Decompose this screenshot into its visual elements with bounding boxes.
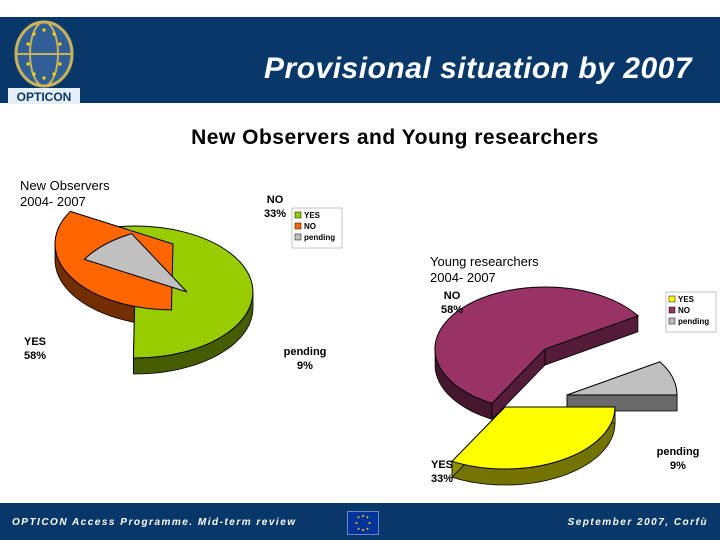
pie-chart-1: YES 58% NO 33% pending 9% YES NO pending xyxy=(24,194,343,375)
legend-label-no: NO xyxy=(304,222,316,231)
chart1-title-line2: 2004- 2007 xyxy=(20,194,86,209)
slide-subtitle: New Observers and Young researchers xyxy=(191,126,599,149)
slice-value-pending: 9% xyxy=(670,460,686,472)
pie-slice-pending xyxy=(83,233,188,293)
legend-label-pending: pending xyxy=(678,317,709,326)
slice-value-no: 58% xyxy=(441,304,463,316)
legend-label-pending: pending xyxy=(304,233,335,242)
slice-value-pending: 9% xyxy=(297,360,313,372)
slice-label-pending: pending xyxy=(657,446,700,458)
logo-text: OPTICON xyxy=(17,90,72,104)
chart1-title-line1: New Observers xyxy=(20,178,110,193)
pie-slice-yes xyxy=(451,406,616,470)
slice-value-yes: 33% xyxy=(431,473,453,485)
eu-flag-icon xyxy=(347,511,379,535)
footer-bar: OPTICON Access Programme. Mid-term revie… xyxy=(0,503,720,540)
chart1-title: New Observers 2004- 2007 xyxy=(20,178,110,210)
pie-chart-2: YES 33% NO 58% pending 9% YES NO pending xyxy=(431,286,717,486)
eu-stars xyxy=(355,515,371,531)
legend-label-yes: YES xyxy=(304,211,321,220)
slice-label-yes: YES xyxy=(431,459,453,471)
chart2-title-line1: Young researchers xyxy=(430,254,539,269)
chart-legend: YES NO pending xyxy=(665,291,717,333)
page-title: Provisional situation by 2007 xyxy=(264,52,692,85)
footer-right-text: September 2007, Corfù xyxy=(567,517,708,528)
legend-swatch-no xyxy=(294,222,302,230)
legend-label-yes: YES xyxy=(678,295,695,304)
footer-left-text: OPTICON Access Programme. Mid-term revie… xyxy=(12,517,297,528)
legend-swatch-pending xyxy=(294,233,302,241)
pie-slice-no xyxy=(434,286,639,404)
slice-label-no: NO xyxy=(267,194,284,206)
header-bar xyxy=(0,17,720,103)
legend-swatch-yes xyxy=(294,211,302,219)
opticon-logo-graphic: OPTICON xyxy=(8,20,80,104)
slice-value-no: 33% xyxy=(264,208,286,220)
chart2-title: Young researchers 2004- 2007 xyxy=(430,254,539,286)
chart2-title-line2: 2004- 2007 xyxy=(430,270,496,285)
legend-swatch-no xyxy=(668,306,676,314)
legend-swatch-yes xyxy=(668,295,676,303)
legend-label-no: NO xyxy=(678,306,690,315)
slice-value-yes: 58% xyxy=(24,350,46,362)
opticon-logo: OPTICON xyxy=(8,18,80,104)
chart-legend: YES NO pending xyxy=(291,207,343,249)
slice-label-no: NO xyxy=(444,290,461,302)
pie-slice-pending xyxy=(566,361,678,396)
slice-label-yes: YES xyxy=(24,336,46,348)
slice-label-pending: pending xyxy=(284,346,327,358)
legend-swatch-pending xyxy=(668,317,676,325)
